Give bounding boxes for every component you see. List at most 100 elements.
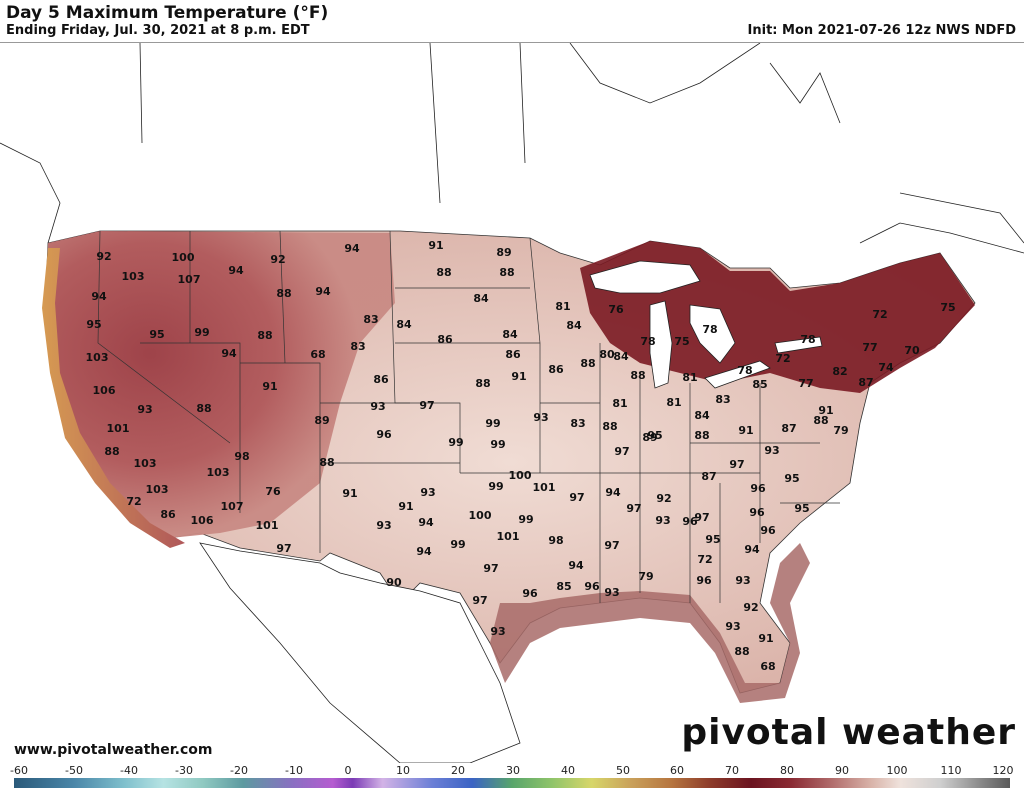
- temp-label: 97: [729, 458, 744, 471]
- temp-label: 83: [570, 417, 585, 430]
- temp-label: 99: [518, 513, 533, 526]
- temp-label: 79: [638, 570, 653, 583]
- temp-label: 78: [800, 333, 815, 346]
- temp-label: 89: [314, 414, 329, 427]
- temp-label: 82: [832, 365, 847, 378]
- valid-time: Ending Friday, Jul. 30, 2021 at 8 p.m. E…: [6, 23, 310, 38]
- temp-label: 84: [613, 350, 629, 363]
- temp-label: 95: [86, 318, 101, 331]
- temp-label: 93: [764, 444, 779, 457]
- temp-label: 76: [608, 303, 624, 316]
- scale-tick: 30: [506, 764, 520, 777]
- temp-label: 88: [196, 402, 211, 415]
- init-time: Init: Mon 2021-07-26 12z NWS NDFD: [747, 23, 1016, 38]
- temp-label: 91: [758, 632, 773, 645]
- scale-tick: -60: [10, 764, 28, 777]
- temp-label: 103: [86, 351, 109, 364]
- scale-tick: 40: [561, 764, 575, 777]
- temp-label: 99: [448, 436, 463, 449]
- temp-label: 81: [612, 397, 627, 410]
- temp-label: 101: [497, 530, 520, 543]
- scale-tick: -10: [285, 764, 303, 777]
- temp-label: 95: [705, 533, 720, 546]
- temp-label: 97: [483, 562, 498, 575]
- temp-label: 78: [702, 323, 717, 336]
- temp-label: 84: [566, 319, 582, 332]
- temp-label: 89: [496, 246, 511, 259]
- temp-label: 83: [350, 340, 365, 353]
- lake-huron: [689, 304, 736, 364]
- temp-label: 94: [315, 285, 331, 298]
- temp-label: 91: [262, 380, 277, 393]
- temp-label: 86: [505, 348, 521, 361]
- temp-label: 88: [694, 429, 709, 442]
- temp-label: 88: [580, 357, 595, 370]
- temp-label: 100: [469, 509, 492, 522]
- temperature-labels: 92 103 94 95 103 106 93 101 88 103 72 10…: [86, 239, 956, 673]
- scale-tick: 60: [670, 764, 684, 777]
- temp-label: 72: [697, 553, 712, 566]
- temp-label: 97: [472, 594, 487, 607]
- temp-label: 99: [194, 326, 209, 339]
- temp-label: 97: [626, 502, 641, 515]
- temp-label: 88: [630, 369, 645, 382]
- temp-label: 99: [490, 438, 505, 451]
- temp-label: 96: [376, 428, 392, 441]
- scale-tick: 90: [835, 764, 849, 777]
- temp-label: 92: [96, 250, 111, 263]
- temp-label: 97: [604, 539, 619, 552]
- temp-label: 74: [878, 361, 894, 374]
- temp-label: 96: [749, 506, 765, 519]
- state-borders: [97, 230, 840, 603]
- temp-label: 99: [488, 480, 503, 493]
- temp-label: 77: [862, 341, 877, 354]
- temp-label: 101: [256, 519, 279, 532]
- temp-label: 72: [872, 308, 887, 321]
- temp-label: 93: [735, 574, 750, 587]
- temp-label: 88: [499, 266, 514, 279]
- temp-label: 96: [696, 574, 712, 587]
- temp-label: 107: [221, 500, 244, 513]
- scale-tick: 70: [725, 764, 739, 777]
- temp-label: 94: [221, 347, 237, 360]
- temp-label: 97: [569, 491, 584, 504]
- gulf-coast-band: [490, 543, 810, 703]
- temp-label: 88: [276, 287, 291, 300]
- temp-label: 97: [276, 542, 291, 555]
- temp-label: 79: [833, 424, 848, 437]
- temp-label: 88: [475, 377, 490, 390]
- temp-label: 96: [750, 482, 766, 495]
- temp-label: 98: [548, 534, 563, 547]
- temp-label: 75: [940, 301, 955, 314]
- temp-label: 93: [725, 620, 740, 633]
- map-title: Day 5 Maximum Temperature (°F): [6, 3, 329, 23]
- temp-label: 96: [682, 515, 698, 528]
- temp-label: 68: [310, 348, 325, 361]
- color-scale: -60 -50 -40 -30 -20 -10 0 10 20 30 40 50…: [0, 763, 1024, 791]
- temp-label: 72: [775, 352, 790, 365]
- temp-label: 94: [568, 559, 584, 572]
- temp-label: 97: [694, 511, 709, 524]
- temp-label: 72: [126, 495, 141, 508]
- color-scale-ticks: -60 -50 -40 -30 -20 -10 0 10 20 30 40 50…: [0, 763, 1024, 777]
- temp-label: 94: [605, 486, 621, 499]
- temp-label: 101: [533, 481, 556, 494]
- temp-label: 93: [655, 514, 670, 527]
- pivotal-weather-logo: pivotal weather: [681, 712, 1016, 753]
- scale-tick: 120: [992, 764, 1014, 777]
- temp-label: 92: [656, 492, 671, 505]
- temp-label: 93: [490, 625, 505, 638]
- scale-tick: 0: [344, 764, 352, 777]
- temp-label: 107: [178, 273, 201, 286]
- temperature-map: 92 103 94 95 103 106 93 101 88 103 72 10…: [0, 43, 1024, 763]
- temp-label: 103: [122, 270, 145, 283]
- west-heat-region: [45, 231, 395, 538]
- temp-label: 94: [416, 545, 432, 558]
- temp-label: 92: [743, 601, 758, 614]
- temp-label: 91: [511, 370, 526, 383]
- temp-label: 86: [160, 508, 176, 521]
- temp-label: 93: [533, 411, 548, 424]
- temp-label: 88: [257, 329, 272, 342]
- temp-label: 78: [737, 364, 752, 377]
- temp-label: 99: [450, 538, 465, 551]
